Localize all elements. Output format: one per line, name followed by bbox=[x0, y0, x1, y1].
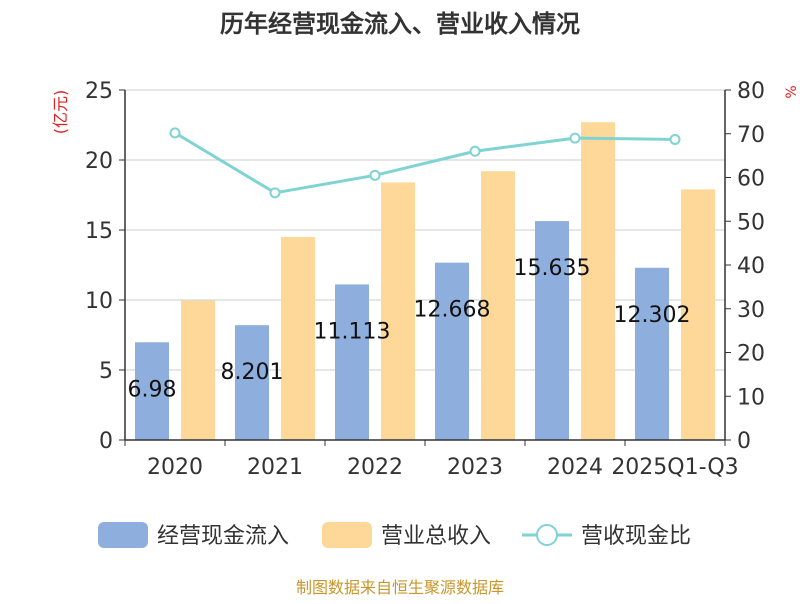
labels-layer: 6.98 8.201 11.113 12.668 15.635 12.302 bbox=[128, 256, 691, 402]
bar-cash-inflow bbox=[635, 267, 669, 440]
data-label: 8.201 bbox=[221, 360, 284, 385]
bar-revenue bbox=[681, 189, 715, 440]
x-tick-label: 2024 bbox=[547, 455, 603, 480]
x-tick-label: 2020 bbox=[147, 455, 203, 480]
bar-cash-inflow bbox=[335, 284, 369, 440]
bar-revenue bbox=[381, 182, 415, 440]
legend-label-ratio: 营收现金比 bbox=[581, 524, 691, 549]
bar-cash-inflow bbox=[535, 221, 569, 440]
data-label: 12.668 bbox=[414, 298, 491, 323]
ratio-point bbox=[469, 145, 481, 157]
data-label: 12.302 bbox=[614, 303, 691, 328]
y-right-tick-label: 60 bbox=[737, 167, 765, 192]
source-note: 制图数据来自恒生聚源数据库 bbox=[296, 578, 504, 597]
bar-revenue bbox=[481, 171, 515, 440]
data-label: 11.113 bbox=[314, 319, 391, 344]
y-right-tick-label: 0 bbox=[737, 429, 751, 454]
ratio-point bbox=[269, 187, 281, 199]
y-left-tick-label: 20 bbox=[85, 149, 113, 174]
ratio-line bbox=[174, 131, 676, 195]
y-right-tick-label: 70 bbox=[737, 123, 765, 148]
legend-label-cash-inflow: 经营现金流入 bbox=[157, 524, 289, 549]
chart-title: 历年经营现金流入、营业收入情况 bbox=[220, 10, 580, 38]
y-right-tick-label: 20 bbox=[737, 342, 765, 367]
legend: 经营现金流入 营业总收入 营收现金比 bbox=[98, 522, 691, 549]
bar-revenue bbox=[581, 122, 615, 440]
y-right-tick-label: 10 bbox=[737, 385, 765, 410]
x-tick-label: 2021 bbox=[247, 455, 303, 480]
bar-revenue bbox=[281, 237, 315, 440]
data-label: 6.98 bbox=[128, 377, 177, 402]
ratio-point bbox=[569, 132, 581, 144]
x-tick-label: 2022 bbox=[347, 455, 403, 480]
y-left-tick-label: 15 bbox=[85, 219, 113, 244]
grid-layer bbox=[125, 89, 725, 371]
y-right-tick-label: 50 bbox=[737, 210, 765, 235]
data-label: 15.635 bbox=[514, 256, 591, 281]
right-axis-unit: % bbox=[784, 85, 800, 98]
axes-layer: 0 5 10 15 20 25 0 10 20 30 40 50 60 70 80 2020 2021 2022 2… bbox=[85, 79, 765, 480]
line-layer bbox=[169, 127, 681, 199]
bar-cash-inflow bbox=[135, 342, 169, 440]
legend-swatch-cash-inflow bbox=[98, 522, 148, 548]
y-right-tick-label: 80 bbox=[737, 79, 765, 104]
left-axis-unit: (亿元) bbox=[51, 90, 70, 135]
y-right-tick-label: 40 bbox=[737, 254, 765, 279]
ratio-point bbox=[169, 127, 181, 139]
legend-swatch-ratio-marker bbox=[536, 524, 558, 546]
bar-cash-inflow bbox=[435, 262, 469, 440]
y-left-tick-label: 0 bbox=[99, 429, 113, 454]
x-tick-label: 2023 bbox=[447, 455, 503, 480]
y-left-tick-label: 5 bbox=[99, 359, 113, 384]
y-left-tick-label: 25 bbox=[85, 79, 113, 104]
y-right-tick-label: 30 bbox=[737, 298, 765, 323]
bar-cash-inflow bbox=[235, 325, 269, 440]
legend-swatch-revenue bbox=[322, 522, 372, 548]
x-tick-label: 2025Q1-Q3 bbox=[611, 455, 738, 480]
legend-label-revenue: 营业总收入 bbox=[381, 524, 491, 549]
bars-layer bbox=[135, 122, 715, 440]
ratio-point bbox=[369, 169, 381, 181]
y-left-tick-label: 10 bbox=[85, 289, 113, 314]
ratio-point bbox=[669, 133, 681, 145]
bar-revenue bbox=[181, 300, 215, 440]
